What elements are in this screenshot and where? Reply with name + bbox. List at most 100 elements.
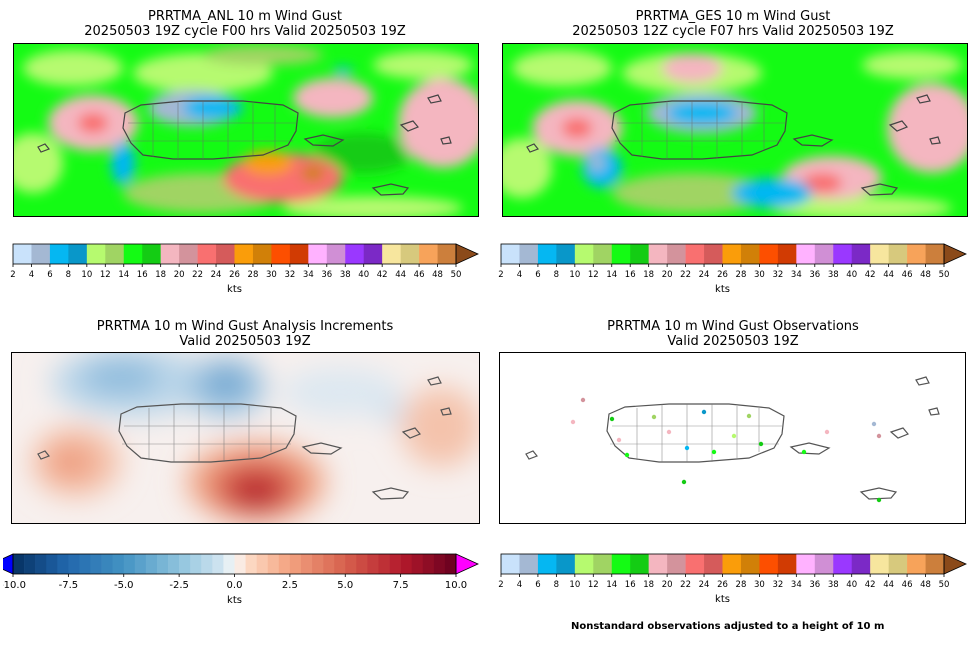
anl-colorbar-tick-label: 32 [284,270,295,280]
ges-colorbar-tick-label: 20 [662,270,673,280]
inc-title-line2: Valid 20250503 19Z [179,334,311,349]
ges-colorbar-label: kts [715,284,730,295]
inc-colorbar-segment [13,554,25,574]
station-marker [824,429,830,435]
obs-colorbar-segment [556,554,576,574]
ges-colorbar-tick-label: 38 [828,270,839,280]
inc-colorbar-extend-min [3,553,14,575]
inc-colorbar-segment [179,554,191,574]
obs-title-line1: PRRTMA 10 m Wind Gust Observations [607,319,859,334]
inc-colorbar-segment [323,554,335,574]
anl-colorbar-tick-label: 46 [414,270,425,280]
anl-colorbar-segment [234,244,254,264]
ges-colorbar-segment [925,244,945,264]
station-marker [746,413,752,419]
obs-colorbar-tick-label: 44 [883,580,894,590]
obs-colorbar-tick-label: 18 [643,580,654,590]
obs-title-line2: Valid 20250503 19Z [667,334,799,349]
anl-colorbar-tick-label: 30 [266,270,277,280]
inc-colorbar-segment [312,554,324,574]
station-marker [580,397,586,403]
obs-colorbar-tick-label: 2 [498,580,503,590]
ges-colorbar-segment [685,244,705,264]
inc-colorbar-segment [46,554,58,574]
obs-colorbar-segment [519,554,539,574]
inc-colorbar-tick-label: 10.0 [445,580,467,591]
anl-colorbar-segment [382,244,401,264]
anl-colorbar-extend-max [455,243,479,265]
obs-colorbar-tick-label: 24 [699,580,710,590]
ges-colorbar-segment [667,244,686,264]
obs-colorbar-segment [907,554,926,574]
obs-colorbar-segment [833,554,853,574]
obs-colorbar-tick-label: 8 [554,580,559,590]
anl-colorbar-segment [68,244,88,264]
obs-footnote: Nonstandard observations adjusted to a h… [571,621,885,632]
ges-colorbar-tick-label: 26 [717,270,728,280]
anl-title-line1: PRRTMA_ANL 10 m Wind Gust [148,9,342,24]
inc-colorbar-tick-label: -5.0 [114,580,134,591]
inc-colorbar-tick-label: 5.0 [337,580,353,591]
station-marker [758,441,764,447]
inc-title-line1: PRRTMA 10 m Wind Gust Analysis Increment… [96,319,394,334]
inc-colorbar-segment [289,554,302,574]
ges-colorbar-segment [556,244,576,264]
inc-colorbar-segment [245,554,257,574]
inc-colorbar-segment [24,554,36,574]
anl-colorbar-tick-label: 12 [100,270,111,280]
obs-colorbar-segment [574,554,594,574]
inc-colorbar: -10.0 -7.5 -5.0 -2.5 0.0 2.5 5.0 7.5 10.0 kts [3,553,479,606]
station-marker [684,445,690,451]
anl-colorbar-tick-label: 10 [81,270,92,280]
ges-colorbar-tick-label: 12 [588,270,599,280]
obs-colorbar-tick-label: 46 [902,580,913,590]
anl-colorbar-segment [252,244,272,264]
ges-colorbar-segment [519,244,539,264]
anl-colorbar-segment [123,244,143,264]
station-marker [666,429,672,435]
ges-colorbar-extend-max [943,243,967,265]
ges-colorbar-segment [759,244,779,264]
anl-colorbar-tick-label: 34 [303,270,314,280]
inc-colorbar-segment [212,554,224,574]
ges-colorbar-segment [870,244,889,264]
anl-colorbar-tick-label: 8 [66,270,71,280]
anl-colorbar-tick-label: 44 [395,270,406,280]
inc-colorbar-segment [57,554,69,574]
obs-coastlines [525,376,940,500]
inc-colorbar-segment [433,554,446,574]
station-marker [876,497,882,503]
ges-colorbar-tick-label: 10 [569,270,580,280]
ges-colorbar-segment [722,244,742,264]
ges-colorbar-segment [648,244,668,264]
obs-colorbar-tick-label: 32 [772,580,783,590]
obs-colorbar-tick-label: 42 [865,580,876,590]
obs-colorbar-segment [814,554,834,574]
station-marker [876,433,882,439]
inc-colorbar-segment [422,554,435,574]
ges-colorbar-tick-label: 50 [939,270,950,280]
inc-colorbar-tick-label: -10.0 [3,580,26,591]
anl-colorbar-tick-label: 50 [451,270,462,280]
obs-colorbar: 2 4 6 8 10 12 14 16 18 20 22 24 26 28 30 32 34 36 38 40 42 44… [498,553,967,605]
ges-colorbar-segment [833,244,853,264]
inc-colorbar-segment [123,554,136,574]
obs-colorbar-tick-label: 4 [517,580,522,590]
ges-colorbar-segment [611,244,631,264]
inc-map [11,352,480,524]
inc-colorbar-tick-label: 0.0 [227,580,243,591]
ges-title: PRRTMA_GES 10 m Wind Gust 20250503 12Z c… [518,9,948,39]
ges-colorbar-tick-label: 48 [920,270,931,280]
obs-colorbar-tick-label: 36 [809,580,820,590]
obs-colorbar-label: kts [715,594,730,605]
ges-colorbar-segment [704,244,723,264]
inc-colorbar-segment [156,554,169,574]
obs-municipal-borders [610,404,782,462]
anl-colorbar-segment [419,244,438,264]
obs-colorbar-segment [722,554,742,574]
anl-colorbar-segment [400,244,420,264]
inc-colorbar-tick-label: -7.5 [59,580,79,591]
inc-map-frame [11,352,480,524]
anl-colorbar-segment [86,244,106,264]
anl-colorbar-segment [179,244,198,264]
